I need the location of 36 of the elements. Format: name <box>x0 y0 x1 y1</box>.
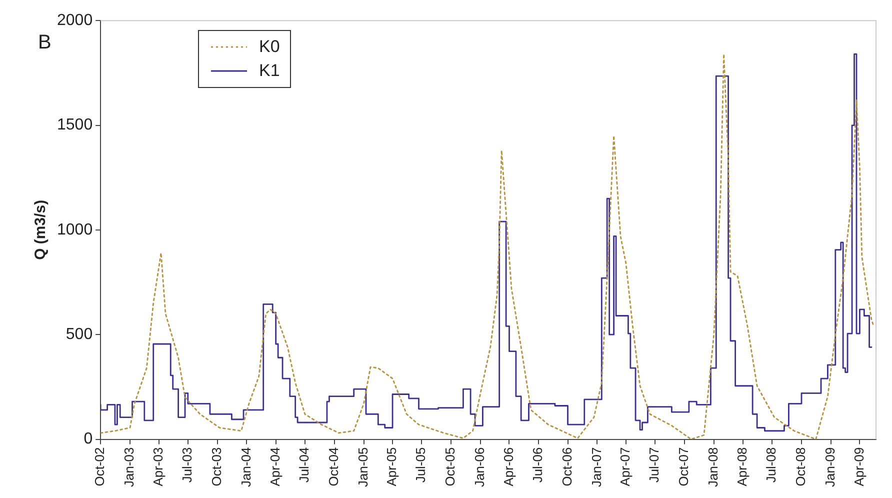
x-tick-label: Apr-06 <box>500 447 516 486</box>
legend-label: K1 <box>259 60 280 82</box>
x-tick-label: Apr-03 <box>150 447 166 486</box>
y-tick-label: 1500 <box>57 116 93 134</box>
y-tick-label: 500 <box>66 326 93 343</box>
y-tick-label: 1000 <box>57 221 93 238</box>
x-tick-label: Apr-05 <box>384 447 400 486</box>
x-tick-label: Jul-06 <box>530 447 545 483</box>
x-tick-label: Jan-05 <box>355 447 370 487</box>
x-tick-label: Jul-03 <box>179 447 194 483</box>
x-tick-label: Jan-09 <box>822 447 838 487</box>
x-tick-label: Apr-07 <box>618 447 633 486</box>
x-tick-label: Oct-07 <box>676 447 692 486</box>
x-tick-label: Oct-05 <box>442 447 458 486</box>
y-tick-label: 2000 <box>57 12 93 30</box>
x-tick-label: Jul-08 <box>764 447 779 483</box>
x-tick-label: Jul-07 <box>646 447 662 483</box>
x-tick-label: Oct-04 <box>326 447 341 486</box>
legend-label: K0 <box>259 36 280 58</box>
x-tick-label: Jan-07 <box>588 447 604 487</box>
x-tick-label: Apr-08 <box>734 447 750 486</box>
x-tick-label: Jan-03 <box>122 447 137 487</box>
x-tick-label: Jul-04 <box>296 447 312 483</box>
x-tick-label: Jan-08 <box>705 447 720 487</box>
text: B <box>38 32 52 54</box>
y-axis-title: Q (m3/s) <box>32 200 50 260</box>
x-tick-label: Oct-02 <box>92 447 108 486</box>
x-tick-label: Oct-08 <box>793 447 808 486</box>
x-tick-label: Jan-04 <box>238 447 254 487</box>
x-tick-label: Jul-05 <box>413 447 428 483</box>
x-tick-label: Apr-09 <box>851 447 866 486</box>
y-tick-label: 0 <box>84 430 93 448</box>
x-tick-label: Oct-06 <box>559 447 574 486</box>
x-tick-label: Oct-03 <box>208 447 224 486</box>
x-tick-label: Jan-06 <box>472 447 488 487</box>
x-tick-label: Apr-04 <box>267 447 282 486</box>
